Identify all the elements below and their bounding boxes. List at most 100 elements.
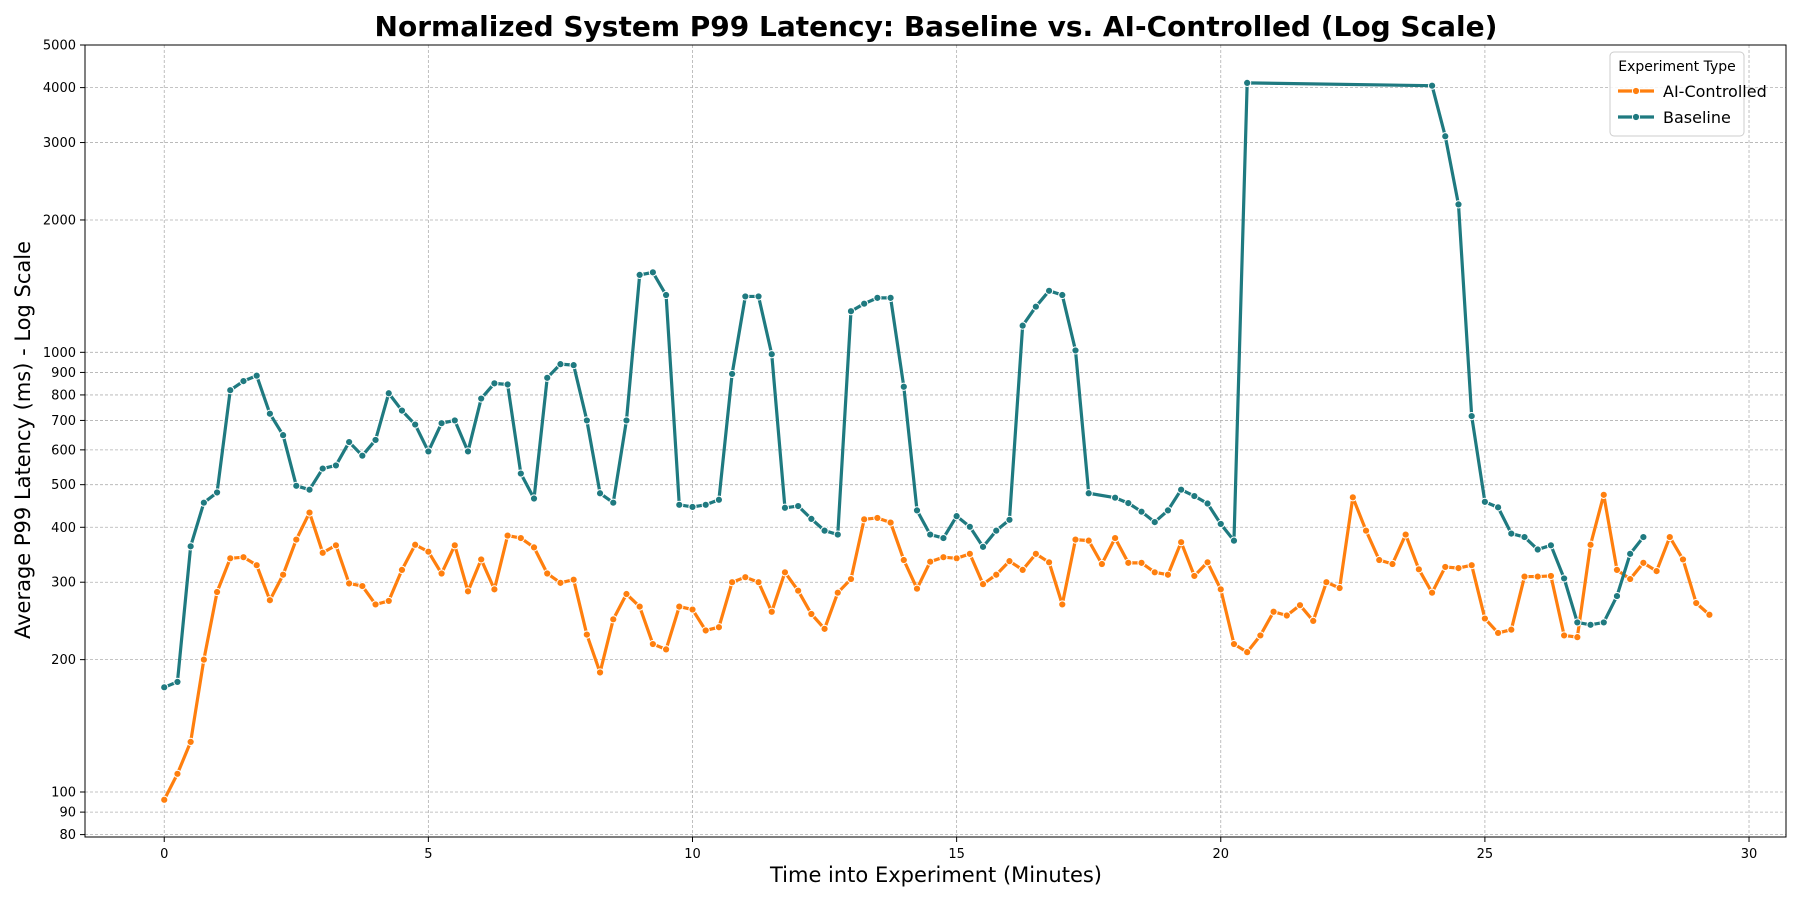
data-point bbox=[860, 515, 869, 524]
data-point bbox=[1375, 555, 1384, 565]
data-point bbox=[661, 645, 671, 654]
data-point bbox=[886, 518, 895, 527]
grid bbox=[85, 44, 1786, 837]
data-point bbox=[1190, 571, 1199, 581]
legend-label: Baseline bbox=[1663, 108, 1731, 127]
data-point bbox=[1348, 493, 1357, 502]
x-tick-label: 10 bbox=[684, 847, 701, 862]
data-point bbox=[1626, 574, 1635, 584]
data-point bbox=[741, 573, 750, 582]
data-point bbox=[899, 382, 908, 391]
data-point bbox=[186, 542, 195, 551]
y-tick-label: 500 bbox=[51, 478, 76, 493]
y-tick-label: 3000 bbox=[43, 136, 76, 151]
data-point bbox=[595, 668, 605, 677]
legend-entry-ai-controlled: AI-Controlled bbox=[1618, 82, 1767, 101]
data-point bbox=[1111, 493, 1120, 502]
data-point bbox=[265, 409, 274, 418]
data-point bbox=[1639, 532, 1648, 542]
data-point bbox=[331, 461, 341, 470]
data-point bbox=[926, 530, 935, 539]
y-tick-label: 90 bbox=[59, 806, 76, 821]
data-point bbox=[846, 307, 856, 316]
data-point bbox=[503, 531, 512, 540]
data-point bbox=[939, 553, 948, 562]
data-point bbox=[1586, 540, 1595, 549]
data-point bbox=[543, 373, 552, 382]
data-point bbox=[714, 623, 724, 632]
data-point bbox=[701, 500, 710, 509]
data-point bbox=[1084, 536, 1093, 545]
y-axis-ticks: 80 90 100 200 300 400 500 600 700 800 900 1000 2000 3… bbox=[43, 39, 85, 843]
y-tick-label: 700 bbox=[51, 414, 76, 429]
data-point bbox=[833, 588, 842, 597]
data-point bbox=[1309, 616, 1318, 625]
data-point bbox=[199, 655, 208, 664]
data-point bbox=[754, 292, 763, 301]
data-point bbox=[424, 447, 433, 456]
data-point bbox=[622, 416, 631, 425]
data-point bbox=[1084, 489, 1093, 498]
x-tick-label: 15 bbox=[948, 847, 965, 862]
data-point bbox=[1216, 585, 1225, 594]
data-point bbox=[833, 530, 842, 539]
data-point bbox=[1639, 558, 1648, 567]
data-point bbox=[265, 596, 274, 605]
data-point bbox=[1150, 568, 1159, 577]
series-baseline bbox=[160, 78, 1648, 692]
data-point bbox=[992, 570, 1001, 579]
data-point bbox=[1560, 631, 1569, 640]
data-point bbox=[728, 369, 737, 379]
data-point bbox=[714, 495, 724, 504]
data-point bbox=[252, 371, 261, 380]
y-tick-label: 200 bbox=[51, 653, 76, 668]
data-point bbox=[397, 565, 407, 574]
y-tick-label: 300 bbox=[51, 576, 76, 591]
y-tick-label: 1000 bbox=[43, 346, 76, 361]
x-tick-label: 20 bbox=[1212, 847, 1229, 862]
data-point bbox=[978, 542, 988, 551]
data-point bbox=[239, 377, 248, 386]
data-point bbox=[1507, 529, 1516, 538]
legend-title: Experiment Type bbox=[1618, 59, 1736, 75]
data-point bbox=[397, 406, 407, 415]
data-point bbox=[556, 360, 565, 369]
data-point bbox=[529, 494, 539, 503]
data-point bbox=[226, 386, 235, 395]
data-point bbox=[1137, 507, 1146, 516]
data-point bbox=[1031, 549, 1040, 558]
data-point bbox=[569, 575, 578, 584]
data-point bbox=[873, 293, 882, 302]
data-point bbox=[754, 578, 763, 587]
data-point bbox=[1401, 530, 1410, 539]
data-point bbox=[1494, 628, 1503, 638]
legend-frame bbox=[1609, 51, 1745, 137]
data-point bbox=[239, 553, 248, 562]
data-point bbox=[305, 508, 314, 517]
data-point bbox=[912, 506, 922, 515]
data-point bbox=[516, 533, 525, 543]
data-point bbox=[1005, 515, 1014, 524]
y-tick-label: 80 bbox=[59, 828, 76, 843]
data-point bbox=[912, 584, 922, 593]
data-point bbox=[1282, 611, 1291, 620]
data-point bbox=[1190, 491, 1199, 501]
y-tick-label: 400 bbox=[51, 521, 76, 536]
data-point bbox=[635, 602, 644, 611]
data-point bbox=[1427, 81, 1437, 90]
y-tick-label: 100 bbox=[51, 785, 76, 800]
data-point bbox=[1097, 559, 1107, 569]
data-point bbox=[965, 549, 974, 558]
data-point bbox=[635, 270, 644, 279]
data-point bbox=[1626, 549, 1635, 558]
data-point bbox=[1454, 564, 1463, 573]
data-point bbox=[1018, 321, 1027, 330]
data-point bbox=[780, 503, 790, 512]
data-point bbox=[1388, 559, 1397, 569]
y-tick-label: 2000 bbox=[43, 213, 76, 228]
data-point bbox=[582, 416, 591, 425]
data-point bbox=[358, 581, 367, 591]
data-point bbox=[846, 574, 856, 584]
y-tick-label: 900 bbox=[51, 366, 76, 381]
